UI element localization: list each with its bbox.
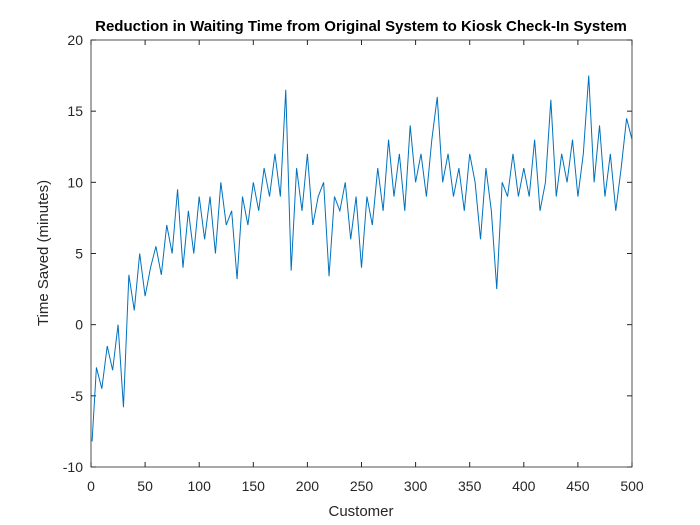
y-tick-label: 20 xyxy=(67,32,83,48)
x-tick-label: 100 xyxy=(188,478,212,494)
y-tick-label: 0 xyxy=(75,317,83,333)
x-tick-label: 350 xyxy=(458,478,482,494)
y-tick-label: -10 xyxy=(63,459,83,475)
x-axis-label: Customer xyxy=(328,503,393,520)
x-tick-label: 50 xyxy=(137,478,153,494)
x-tick-label: 0 xyxy=(87,478,95,494)
y-axis-label: Time Saved (minutes) xyxy=(35,180,52,326)
x-tick-label: 500 xyxy=(620,478,644,494)
x-tick-label: 300 xyxy=(404,478,428,494)
x-tick-label: 250 xyxy=(350,478,374,494)
x-tick-label: 150 xyxy=(242,478,266,494)
x-tick-label: 450 xyxy=(566,478,590,494)
y-tick-label: -5 xyxy=(71,388,84,404)
x-tick-label: 400 xyxy=(512,478,536,494)
y-tick-label: 10 xyxy=(67,174,83,190)
data-line xyxy=(91,75,633,442)
chart-title: Reduction in Waiting Time from Original … xyxy=(95,18,627,35)
x-tick-label: 200 xyxy=(296,478,320,494)
y-tick-label: 5 xyxy=(75,246,83,262)
y-tick-label: 15 xyxy=(67,103,83,119)
